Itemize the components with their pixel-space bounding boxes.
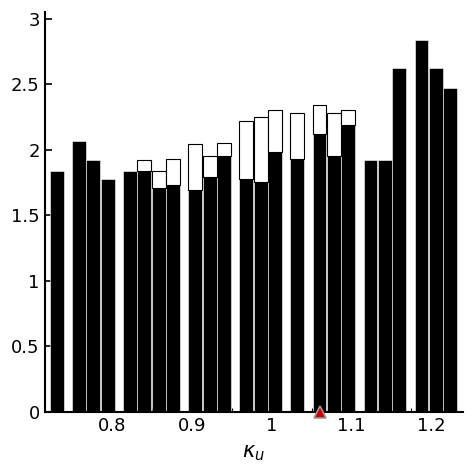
Bar — [429, 68, 443, 412]
Bar — [137, 160, 151, 412]
X-axis label: $\kappa_u$: $\kappa_u$ — [242, 443, 265, 463]
Bar — [217, 143, 231, 412]
Bar — [188, 145, 202, 190]
Bar — [392, 68, 406, 412]
Bar — [188, 145, 202, 412]
Bar — [50, 171, 64, 412]
Bar — [378, 160, 392, 412]
Bar — [341, 110, 355, 125]
Bar — [166, 159, 180, 412]
Bar — [414, 40, 428, 412]
Bar — [254, 117, 267, 182]
Bar — [254, 117, 267, 412]
Bar — [312, 105, 327, 134]
Bar — [268, 110, 282, 152]
Bar — [268, 110, 282, 412]
Bar — [327, 113, 341, 412]
Bar — [239, 121, 253, 412]
Bar — [290, 113, 304, 159]
Bar — [443, 88, 457, 412]
Bar — [327, 113, 341, 156]
Bar — [137, 160, 151, 171]
Bar — [290, 113, 304, 412]
Bar — [72, 140, 86, 412]
Bar — [364, 160, 377, 412]
Bar — [341, 110, 355, 412]
Bar — [202, 156, 217, 177]
Bar — [152, 171, 165, 412]
Bar — [86, 160, 100, 412]
Bar — [239, 121, 253, 179]
Bar — [202, 156, 217, 412]
Bar — [312, 105, 327, 412]
Bar — [166, 159, 180, 185]
Bar — [123, 171, 137, 412]
Bar — [101, 179, 115, 412]
Bar — [152, 171, 165, 188]
Bar — [217, 143, 231, 156]
